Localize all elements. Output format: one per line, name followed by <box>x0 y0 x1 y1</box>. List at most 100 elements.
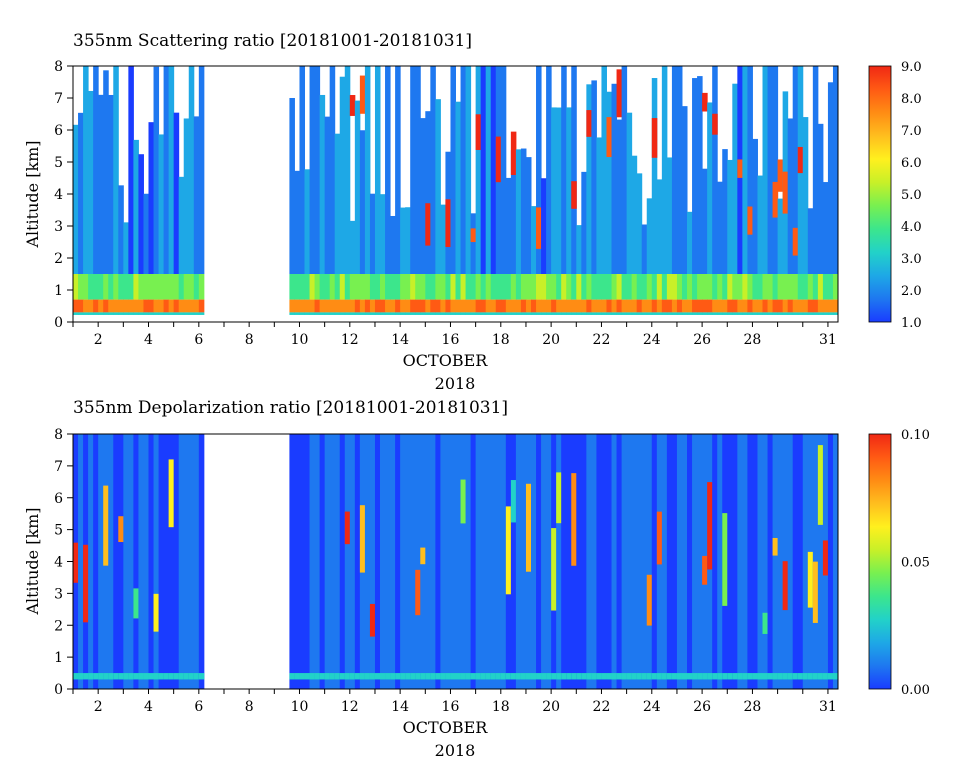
heatmap-cell <box>586 673 592 680</box>
heatmap-cell <box>687 673 693 680</box>
heatmap-cell <box>470 312 477 315</box>
heatmap-cell <box>747 434 753 689</box>
heatmap-column <box>687 434 693 689</box>
heatmap-cell <box>133 434 139 689</box>
heatmap-cell <box>792 299 799 313</box>
heatmap-cell <box>425 111 431 274</box>
heatmap-cell <box>294 312 300 315</box>
heatmap-cell <box>103 673 109 680</box>
heatmap-cell <box>470 274 477 300</box>
heatmap-cell <box>651 434 658 689</box>
heatmap-column <box>656 434 663 689</box>
heatmap-column <box>329 434 336 689</box>
heatmap-column <box>712 66 718 315</box>
heatmap-cell <box>707 299 713 313</box>
heatmap-cell <box>173 434 180 689</box>
heatmap-column <box>520 148 527 315</box>
heatmap-cell <box>435 299 441 313</box>
y-tick: 4 <box>54 187 73 203</box>
heatmap-cell <box>148 673 155 680</box>
heatmap-cell <box>641 274 648 300</box>
heatmap-cell <box>767 299 774 313</box>
heatmap-cell <box>530 299 537 313</box>
heatmap-cell <box>118 312 124 315</box>
heatmap-cell <box>762 299 769 313</box>
heatmap-cell <box>108 94 114 274</box>
heatmap-cell <box>792 227 799 256</box>
heatmap-cell <box>676 434 683 689</box>
heatmap-column <box>702 434 708 689</box>
heatmap-cell <box>183 312 190 315</box>
heatmap-column <box>163 434 170 689</box>
heatmap-cell <box>390 312 396 315</box>
heatmap-cell <box>661 673 668 680</box>
heatmap-column <box>782 91 789 315</box>
heatmap-cell <box>827 434 834 689</box>
heatmap-column <box>616 434 623 689</box>
heatmap-cell <box>520 148 527 274</box>
heatmap-cell <box>671 66 678 274</box>
heatmap-cell <box>802 673 809 680</box>
heatmap-cell <box>661 66 668 274</box>
heatmap-cell <box>551 312 557 315</box>
heatmap-cell <box>148 434 155 689</box>
heatmap-cell <box>319 312 326 315</box>
heatmap-cell <box>515 299 522 313</box>
heatmap-cell <box>772 66 779 274</box>
heatmap-cell <box>621 673 628 680</box>
heatmap-cell <box>596 434 602 689</box>
heatmap-cell <box>495 299 502 313</box>
heatmap-cell <box>143 434 149 689</box>
heatmap-column <box>193 116 200 315</box>
heatmap-cell <box>108 299 114 313</box>
heatmap-cell <box>410 274 416 300</box>
heatmap-cell <box>792 66 799 274</box>
heatmap-cell <box>807 312 814 315</box>
heatmap-column <box>78 434 84 689</box>
x-tick-label: 4 <box>144 332 153 348</box>
heatmap-cell <box>395 312 401 315</box>
heatmap-cell <box>198 66 205 274</box>
heatmap-cell <box>359 299 366 313</box>
heatmap-cell <box>581 171 587 274</box>
heatmap-cell <box>390 215 396 274</box>
heatmap-cell <box>93 274 99 300</box>
colorbar <box>868 65 892 323</box>
heatmap-cell <box>415 274 421 300</box>
heatmap-cell <box>314 299 321 313</box>
heatmap-cell <box>832 299 839 313</box>
heatmap-cell <box>576 673 582 680</box>
heatmap-column <box>787 118 794 315</box>
heatmap-cell <box>415 312 421 315</box>
heatmap-column <box>510 131 517 315</box>
heatmap-cell <box>143 673 149 680</box>
heatmap-cell <box>490 673 497 680</box>
heatmap-column <box>485 434 492 689</box>
heatmap-column <box>762 434 769 689</box>
heatmap-cell <box>93 66 99 274</box>
x-tick-label: 26 <box>693 332 711 348</box>
heatmap-cell <box>183 299 190 313</box>
heatmap-column <box>344 66 351 315</box>
heatmap-cell <box>566 312 572 315</box>
heatmap-cell <box>510 150 517 274</box>
x-tick-label: 16 <box>442 332 460 348</box>
heatmap-cell <box>832 312 839 315</box>
heatmap-cell <box>772 181 779 218</box>
heatmap-column <box>671 434 678 689</box>
heatmap-column <box>541 178 547 315</box>
y-tick: 4 <box>54 555 73 571</box>
heatmap-cell <box>500 434 507 689</box>
heatmap-cell <box>198 299 205 313</box>
heatmap-cell <box>515 274 522 300</box>
heatmap-cell <box>727 159 733 274</box>
heatmap-cell <box>687 312 693 315</box>
heatmap-column <box>536 66 542 315</box>
heatmap-cell <box>510 131 517 175</box>
heatmap-column <box>103 70 109 315</box>
heatmap-cell <box>108 274 114 300</box>
heatmap-cell <box>641 224 648 274</box>
heatmap-column <box>611 434 618 689</box>
heatmap-cell <box>747 312 753 315</box>
